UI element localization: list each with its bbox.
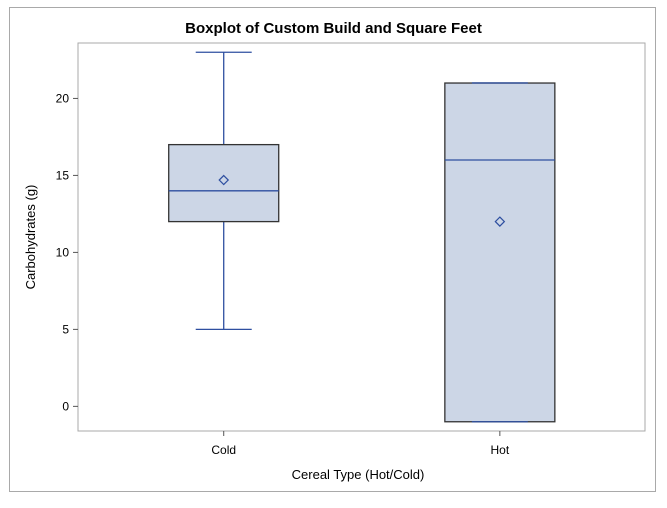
chart-title: Boxplot of Custom Build and Square Feet	[185, 20, 482, 37]
box-hot	[444, 82, 556, 423]
y-axis: 0 5 10 15 20	[56, 91, 78, 413]
y-tick-label: 15	[56, 168, 70, 182]
plot-area	[77, 42, 646, 432]
mean-marker	[218, 174, 230, 186]
y-axis-label: Carbohydrates (g)	[23, 185, 38, 290]
y-tick-label: 20	[56, 91, 70, 105]
box-iqr	[168, 143, 280, 223]
y-tick-label: 10	[56, 245, 70, 259]
mean-marker	[494, 216, 506, 227]
x-axis-label: Cereal Type (Hot/Cold)	[292, 467, 425, 482]
box-cold	[168, 51, 280, 331]
y-tick-label: 5	[62, 322, 69, 336]
x-axis: Cold Hot	[211, 431, 510, 457]
box-iqr	[444, 82, 556, 423]
boxes-layer	[168, 51, 556, 423]
x-tick-label: Hot	[491, 443, 510, 457]
y-tick-label: 0	[62, 399, 69, 413]
x-tick-label: Cold	[211, 443, 236, 457]
